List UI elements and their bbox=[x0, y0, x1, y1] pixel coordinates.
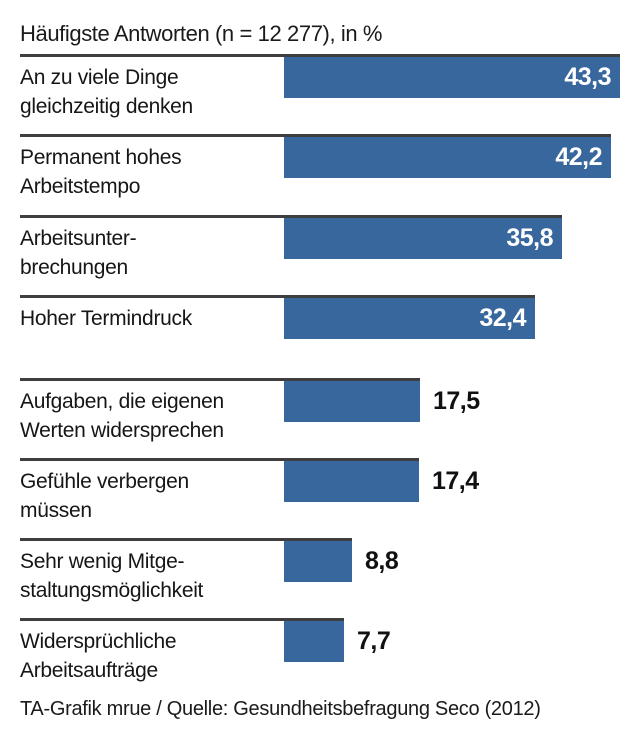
chart-source: TA-Grafik mrue / Quelle: Gesundheitsbefr… bbox=[20, 698, 541, 720]
bar-value-outside: 7,7 bbox=[357, 627, 391, 655]
bar-label: Permanent hohes Arbeitstempo bbox=[20, 143, 282, 201]
bar-row: Permanent hohes Arbeitstempo 42,2 42,2 bbox=[20, 134, 624, 214]
bar: 42,2 bbox=[284, 137, 611, 178]
bar-value-inside: 43,3 bbox=[564, 63, 611, 91]
bar-label-line: Gefühle verbergen bbox=[20, 470, 189, 493]
bar-label-line: An zu viele Dinge bbox=[20, 66, 179, 89]
bar-row: Aufgaben, die eigenen Werten widersprech… bbox=[20, 378, 624, 458]
bar-row: Arbeitsunter- brechungen 35,8 35,8 bbox=[20, 215, 624, 295]
row-divider bbox=[20, 134, 611, 137]
bar-label-line: Arbeitstempo bbox=[20, 175, 141, 198]
bar-label: Aufgaben, die eigenen Werten widersprech… bbox=[20, 387, 282, 445]
chart-title: Häufigste Antworten (n = 12 277), in % bbox=[20, 21, 383, 46]
bar-value-outside: 17,4 bbox=[432, 467, 479, 495]
bar: 17,5 bbox=[284, 381, 420, 422]
bar: 32,4 bbox=[284, 298, 535, 339]
bar-label-line: Werten widersprechen bbox=[20, 419, 224, 442]
bar: 43,3 bbox=[284, 57, 620, 98]
bar: 35,8 bbox=[284, 218, 562, 259]
row-divider bbox=[20, 458, 419, 461]
bar-label-line: Aufgaben, die eigenen bbox=[20, 390, 224, 413]
bar-row: Gefühle verbergen müssen 17,4 17,4 bbox=[20, 458, 624, 538]
bar: 8,8 bbox=[284, 541, 352, 582]
bar-label: Sehr wenig Mitge- staltungsmöglichkeit bbox=[20, 547, 282, 605]
bar-value-outside: 8,8 bbox=[365, 547, 399, 575]
bar-label-line: staltungsmöglichkeit bbox=[20, 579, 204, 602]
bar-label: Widersprüchliche Arbeitsaufträge bbox=[20, 627, 282, 685]
row-divider bbox=[20, 295, 535, 298]
bar-label-line: Widersprüchliche bbox=[20, 630, 177, 653]
bar-value-outside: 17,5 bbox=[433, 387, 480, 415]
bar-row: Hoher Termindruck 32,4 32,4 bbox=[20, 295, 624, 375]
row-divider bbox=[20, 538, 352, 541]
bar-label-line: Arbeitsunter- bbox=[20, 227, 137, 250]
bar-label-line: gleichzeitig denken bbox=[20, 95, 193, 118]
bar-label-line: Arbeitsaufträge bbox=[20, 659, 158, 682]
bar-label: An zu viele Dinge gleichzeitig denken bbox=[20, 63, 282, 121]
bar-label: Gefühle verbergen müssen bbox=[20, 467, 282, 525]
bar-label-line: brechungen bbox=[20, 256, 128, 279]
bar-row: An zu viele Dinge gleichzeitig denken 43… bbox=[20, 54, 624, 134]
bar-value-inside: 35,8 bbox=[506, 224, 553, 252]
bar-row: Sehr wenig Mitge- staltungsmöglichkeit 8… bbox=[20, 538, 624, 618]
bar-label-line: Hoher Termindruck bbox=[20, 307, 192, 330]
bar-label: Hoher Termindruck bbox=[20, 304, 282, 333]
bar-label: Arbeitsunter- brechungen bbox=[20, 224, 282, 282]
row-divider bbox=[20, 215, 562, 218]
row-divider bbox=[20, 54, 620, 57]
bar-label-line: müssen bbox=[20, 499, 92, 522]
bar-row: Widersprüchliche Arbeitsaufträge 7,7 7,7 bbox=[20, 618, 624, 698]
bar: 7,7 bbox=[284, 621, 344, 662]
row-divider bbox=[20, 378, 420, 381]
bar-value-inside: 32,4 bbox=[479, 304, 526, 332]
row-divider bbox=[20, 618, 344, 621]
bar: 17,4 bbox=[284, 461, 419, 502]
bar-value-inside: 42,2 bbox=[555, 143, 602, 171]
bar-label-line: Permanent hohes bbox=[20, 146, 182, 169]
bar-label-line: Sehr wenig Mitge- bbox=[20, 550, 185, 573]
